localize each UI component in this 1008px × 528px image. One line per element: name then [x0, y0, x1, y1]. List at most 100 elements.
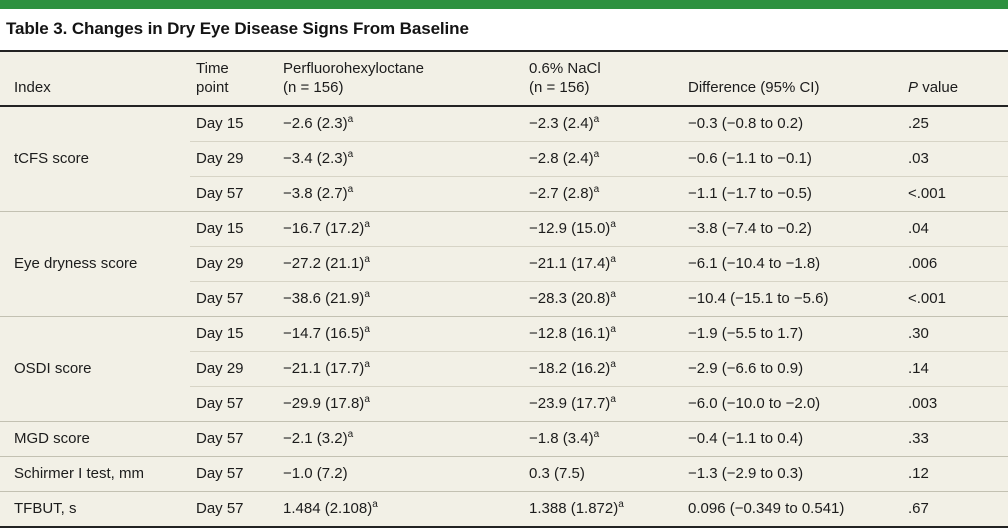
pfho-value-cell: −38.6 (21.9)a [277, 281, 523, 317]
p-value-italic: P [908, 79, 919, 96]
time-cell: Day 57 [190, 281, 277, 317]
nacl-value-cell: 0.3 (7.5) [523, 456, 682, 492]
footnote-marker: a [593, 429, 600, 440]
time-cell: Day 15 [190, 211, 277, 247]
index-cell: OSDI score [0, 316, 190, 422]
time-cell: Day 57 [190, 456, 277, 492]
footnote-marker: a [347, 114, 354, 125]
footnote-marker: a [364, 254, 370, 265]
table-row: Day 29 −3.4 (2.3)a −2.8 (2.4)a −0.6 (−1.1 t… [0, 141, 1008, 177]
table-row: Day 57 −29.9 (17.8)a −23.9 (17.7)a −6.0 (−1… [0, 386, 1008, 422]
time-cell: Day 57 [190, 176, 277, 212]
p-value-cell: .30 [902, 316, 1008, 352]
footnote-marker: a [610, 289, 616, 300]
index-cell: MGD score [0, 421, 190, 457]
nacl-value-cell: −2.8 (2.4)a [523, 141, 682, 177]
footnote-marker: a [610, 324, 616, 335]
table-row: OSDI score Day 15 −14.7 (16.5)a −12.8 (16.1… [0, 316, 1008, 422]
footnote-marker: a [364, 219, 370, 230]
nacl-value-cell: −1.8 (3.4)a [523, 421, 682, 457]
difference-cell: −0.6 (−1.1 to −0.1) [682, 141, 902, 177]
pfho-value-cell: −16.7 (17.2)a [277, 211, 523, 247]
header-row: Index Time point Perfluorohexyloctane (n… [0, 52, 1008, 107]
index-cell: tCFS score [14, 150, 90, 167]
difference-cell: −0.3 (−0.8 to 0.2) [688, 115, 804, 132]
difference-cell: −1.9 (−5.5 to 1.7) [682, 316, 902, 352]
footnote-marker: a [364, 324, 370, 335]
difference-cell: −3.8 (−7.4 to −0.2) [682, 211, 902, 247]
nacl-value-cell: −12.9 (15.0)a [523, 211, 682, 247]
table-row: TFBUT, s Day 57 1.484 (2.108)a 1.388 (1.872… [0, 491, 1008, 527]
footnote-marker: a [372, 499, 378, 510]
pfho-value-cell: −14.7 (16.5)a [277, 316, 523, 352]
table-row: Day 29 −21.1 (17.7)a −18.2 (16.2)a −2.9 (−6… [0, 351, 1008, 387]
pfho-value-cell: −3.8 (2.7)a [277, 176, 523, 212]
footnote-marker: a [610, 219, 616, 230]
footnote-marker: a [347, 149, 354, 160]
p-value-cell: .25 [908, 115, 929, 132]
pfho-value-cell: 1.484 (2.108)a [277, 491, 523, 527]
time-cell: Day 15 [196, 115, 244, 132]
pfho-value-cell: −21.1 (17.7)a [277, 351, 523, 387]
table-row: Day 29 −27.2 (21.1)a −21.1 (17.4)a −6.1 (−1… [0, 246, 1008, 282]
time-cell: Day 57 [190, 386, 277, 422]
col-header-nacl: 0.6% NaCl (n = 156) [523, 52, 682, 107]
nacl-value-cell: −18.2 (16.2)a [523, 351, 682, 387]
time-cell: Day 57 [190, 421, 277, 457]
nacl-value-cell: −21.1 (17.4)a [523, 246, 682, 282]
accent-bar [0, 0, 1008, 9]
p-value-cell: .33 [902, 421, 1008, 457]
time-cell: Day 15 [190, 316, 277, 352]
footnote-marker: a [593, 114, 600, 125]
p-value-cell: <.001 [902, 281, 1008, 317]
table-row: Schirmer I test, mm Day 57 −1.0 (7.2) 0.3 (… [0, 456, 1008, 492]
pfho-value-cell: −2.1 (3.2)a [277, 421, 523, 457]
table-row: Day 57 −38.6 (21.9)a −28.3 (20.8)a −10.4 (−… [0, 281, 1008, 317]
footnote-marker: a [347, 184, 354, 195]
nacl-value-cell: −2.3 (2.4)a [529, 114, 600, 133]
col-header-difference: Difference (95% CI) [682, 52, 902, 107]
pfho-value-cell: −2.6 (2.3)a [283, 114, 354, 133]
index-cell: Schirmer I test, mm [0, 456, 190, 492]
p-value-cell: <.001 [902, 176, 1008, 212]
footnote-marker: a [610, 254, 616, 265]
col-header-index: Index [0, 52, 190, 107]
index-cell: TFBUT, s [0, 491, 190, 527]
footnote-marker: a [593, 149, 600, 160]
footnote-marker: a [364, 359, 370, 370]
p-value-cell: .67 [902, 491, 1008, 527]
footnote-marker: a [593, 184, 600, 195]
p-value-cell: .12 [902, 456, 1008, 492]
index-cell: Eye dryness score [0, 211, 190, 317]
difference-cell: −1.3 (−2.9 to 0.3) [682, 456, 902, 492]
time-cell: Day 57 [190, 491, 277, 527]
difference-cell: −2.9 (−6.6 to 0.9) [682, 351, 902, 387]
p-value-cell: .04 [902, 211, 1008, 247]
nacl-value-cell: −28.3 (20.8)a [523, 281, 682, 317]
time-cell: Day 29 [190, 141, 277, 177]
pfho-value-cell: −1.0 (7.2) [277, 456, 523, 492]
footnote-marker: a [364, 289, 370, 300]
p-value-cell: .14 [902, 351, 1008, 387]
time-cell: Day 29 [190, 351, 277, 387]
footnote-marker: a [610, 359, 616, 370]
time-cell: Day 29 [190, 246, 277, 282]
difference-cell: −10.4 (−15.1 to −5.6) [682, 281, 902, 317]
nacl-value-cell: −23.9 (17.7)a [523, 386, 682, 422]
pfho-value-cell: −3.4 (2.3)a [277, 141, 523, 177]
p-value-cell: .03 [902, 141, 1008, 177]
pfho-value-cell: −29.9 (17.8)a [277, 386, 523, 422]
table-row: Eye dryness score Day 15 −16.7 (17.2)a −12.… [0, 211, 1008, 317]
footnote-marker: a [364, 394, 370, 405]
pfho-value-cell: −27.2 (21.1)a [277, 246, 523, 282]
table-row: tCFS score Day 15 −2.6 (2.3)a −2.3 (2.4)a −0… [0, 106, 1008, 168]
difference-cell: 0.096 (−0.349 to 0.541) [682, 491, 902, 527]
title-rule [0, 50, 1008, 52]
footnote-marker: a [618, 499, 624, 510]
p-value-cell: .006 [902, 246, 1008, 282]
data-table: Index Time point Perfluorohexyloctane (n… [0, 52, 1008, 528]
difference-cell: −6.0 (−10.0 to −2.0) [682, 386, 902, 422]
nacl-value-cell: 1.388 (1.872)a [523, 491, 682, 527]
col-header-p-value: P value [902, 52, 1008, 107]
table-title: Table 3. Changes in Dry Eye Disease Sign… [6, 19, 469, 38]
